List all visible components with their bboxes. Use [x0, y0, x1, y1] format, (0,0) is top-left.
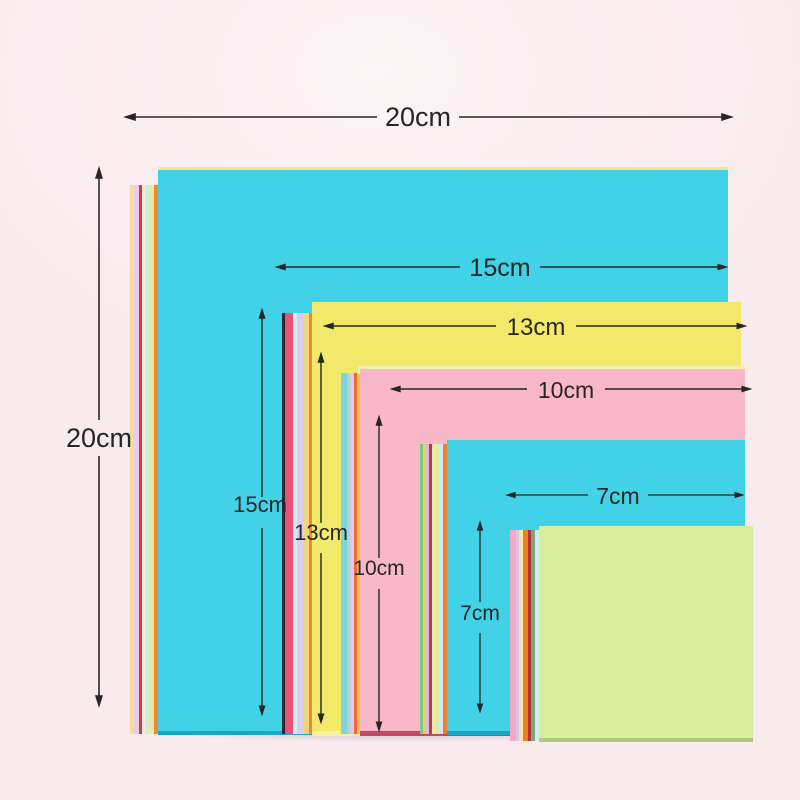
svg-text:10cm: 10cm [538, 377, 594, 403]
svg-text:10cm: 10cm [353, 557, 404, 580]
svg-text:15cm: 15cm [233, 492, 287, 517]
svg-text:13cm: 13cm [507, 314, 566, 341]
svg-text:7cm: 7cm [596, 483, 639, 509]
svg-text:20cm: 20cm [385, 102, 451, 132]
svg-text:7cm: 7cm [460, 602, 500, 625]
svg-text:15cm: 15cm [469, 254, 530, 282]
svg-text:20cm: 20cm [66, 423, 132, 453]
svg-text:13cm: 13cm [294, 520, 348, 545]
